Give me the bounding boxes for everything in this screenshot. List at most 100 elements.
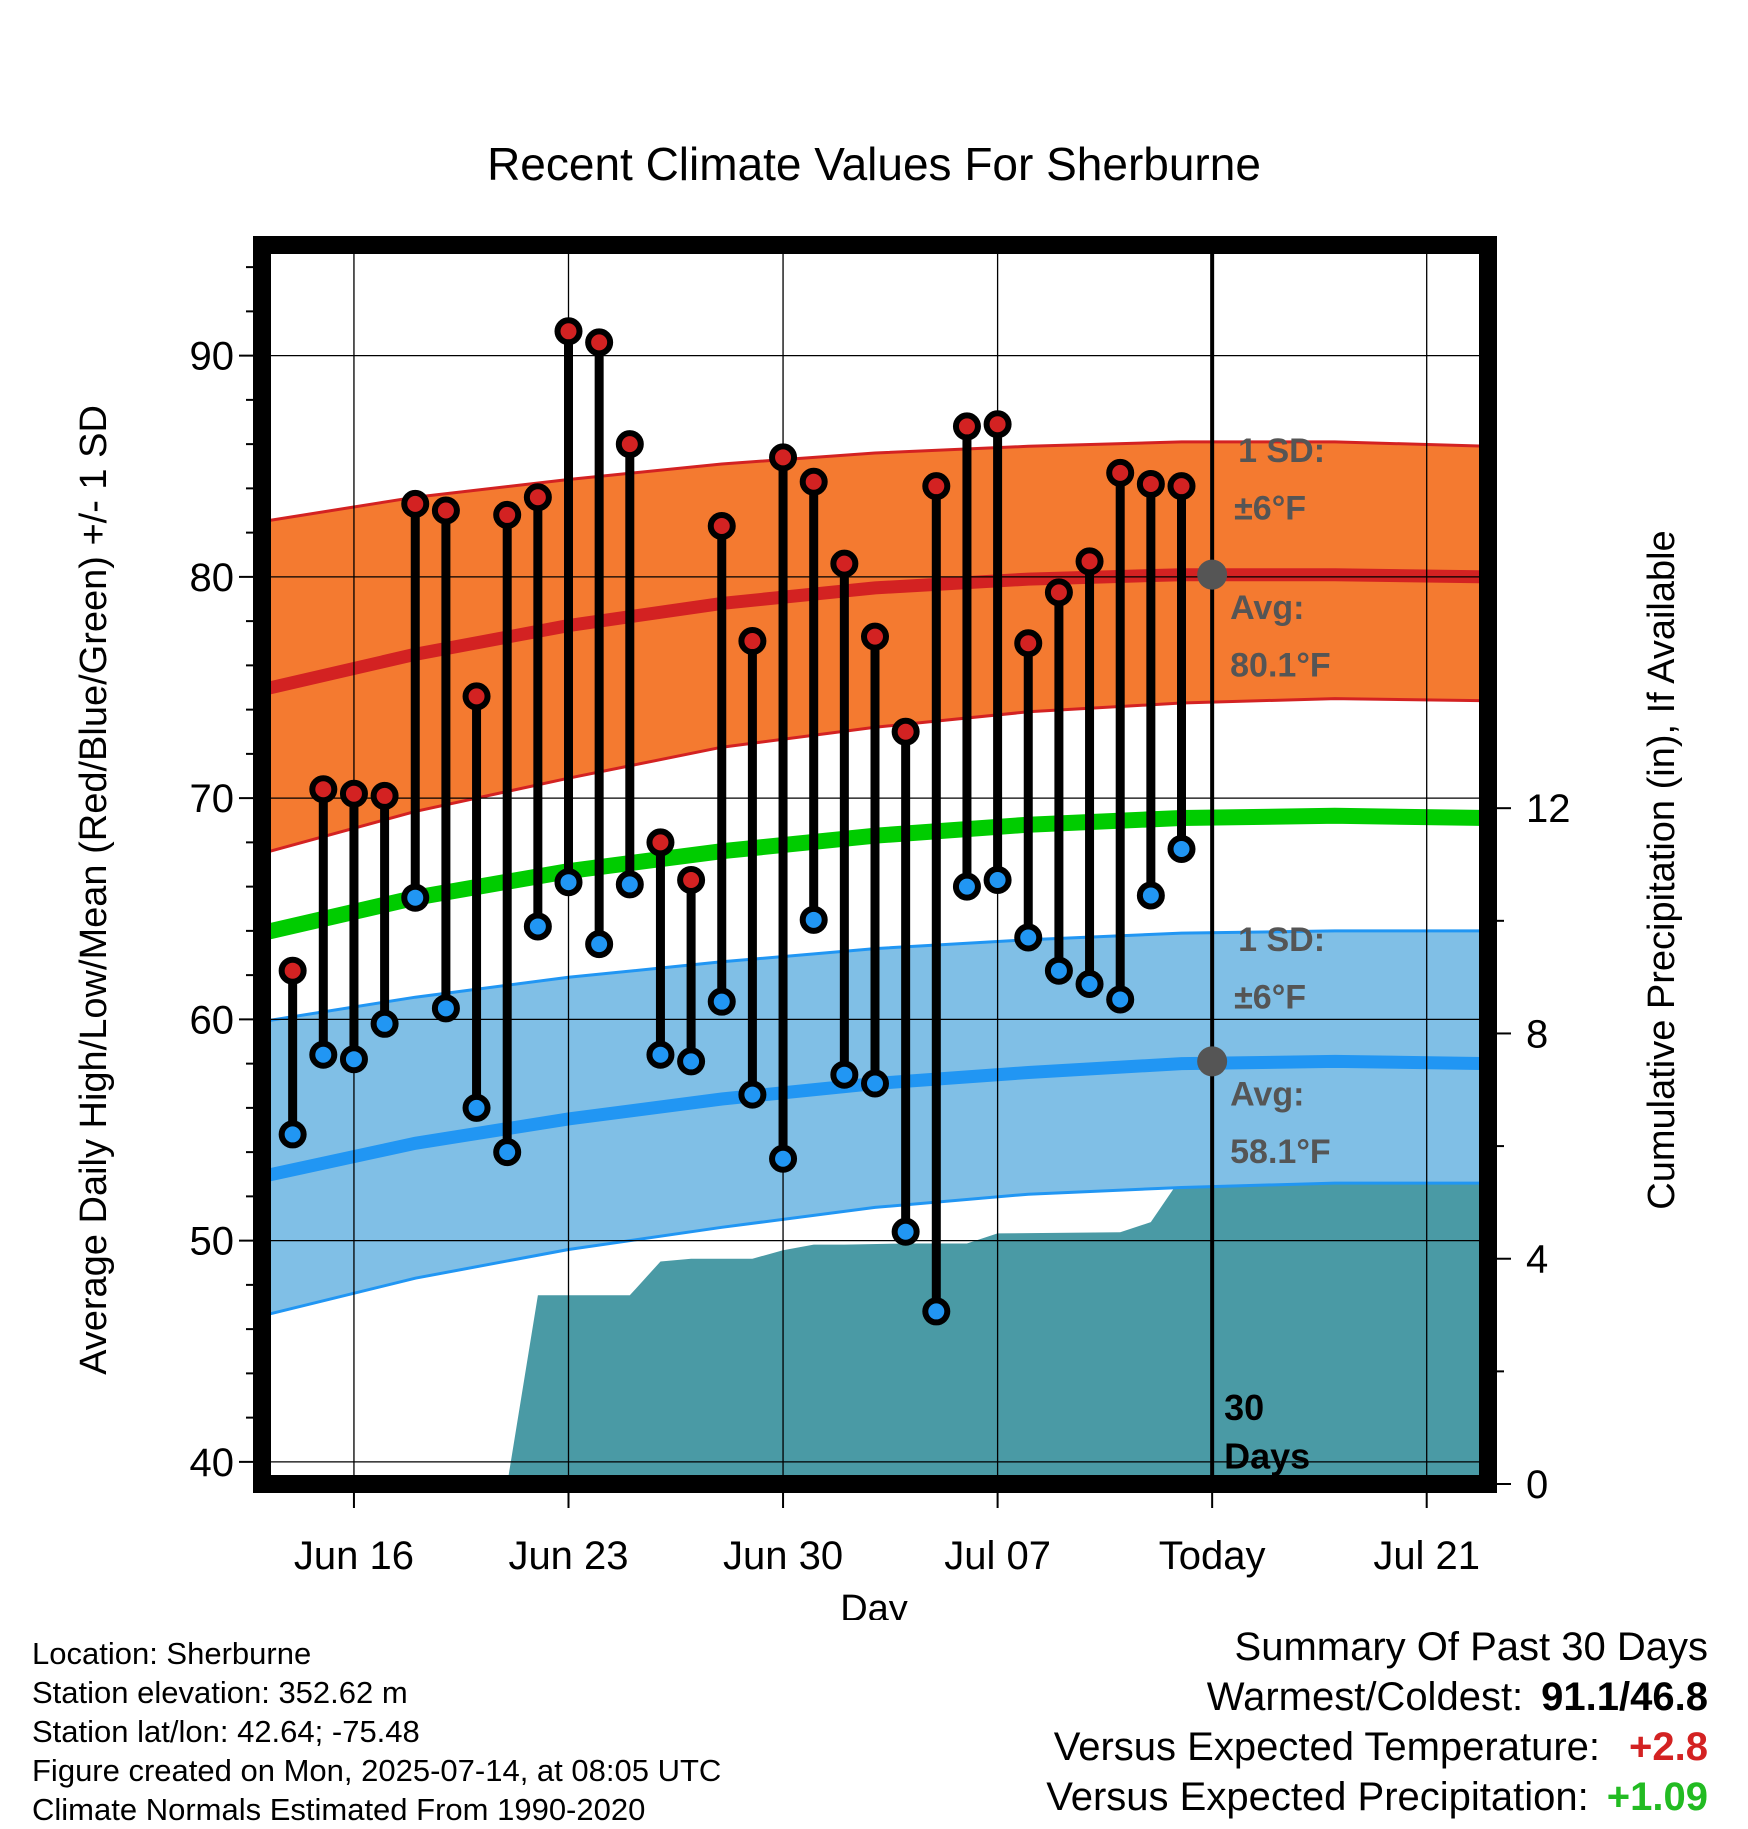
observed-low-point — [309, 1040, 338, 1069]
high-avg-label: Avg: — [1230, 589, 1304, 627]
observed-high-point — [1106, 458, 1135, 487]
warm-cold-label: Warmest/Coldest: — [1206, 1675, 1524, 1719]
low-sd-value: ±6°F — [1234, 978, 1306, 1016]
observed-high-point — [462, 682, 491, 711]
summary-temp: Versus Expected Temperature: +2.8 — [1046, 1722, 1708, 1772]
observed-high-point — [922, 472, 951, 501]
observed-high-point — [431, 496, 460, 525]
normals-text: Climate Normals Estimated From 1990-2020 — [32, 1792, 646, 1827]
observed-high-point — [1014, 629, 1043, 658]
today-label-unit: Days — [1224, 1436, 1310, 1477]
high-sd-label: 1 SD: — [1238, 432, 1325, 470]
y-axis-label: Average Daily High/Low/Mean (Red/Blue/Gr… — [73, 405, 115, 1375]
plot-frame — [253, 236, 1497, 1493]
x-tick-label: Jun 16 — [294, 1534, 414, 1578]
observed-low-point — [401, 883, 430, 912]
observed-high-point — [799, 467, 828, 496]
high-sd-upper-line — [261, 440, 1489, 524]
observed-low-point — [1106, 985, 1135, 1014]
y2-tick-label: 12 — [1526, 787, 1571, 831]
observed-low-point — [493, 1138, 522, 1167]
low-avg-label: Avg: — [1230, 1076, 1304, 1114]
high-normal-line — [260, 568, 1489, 697]
summary-title: Summary Of Past 30 Days — [1234, 1625, 1708, 1669]
observed-high-point — [523, 483, 552, 512]
low-sd-label: 1 SD: — [1238, 921, 1325, 959]
y2-axis-label: Cumulative Precipitation (in), If Availa… — [1641, 530, 1683, 1209]
observed-low-point — [861, 1069, 889, 1098]
elevation-text: Station elevation: 352.62 m — [32, 1675, 408, 1710]
observed-high-point — [769, 443, 798, 472]
observed-high-point — [278, 956, 307, 985]
climate-chart: Recent Climate Values For Sherburne 1 SD… — [73, 138, 1683, 1620]
observed-high-point — [1167, 472, 1196, 501]
observed-low-point — [677, 1047, 706, 1076]
observed-high-point — [309, 775, 338, 804]
observed-low-point — [370, 1009, 399, 1038]
observed-high-point — [983, 410, 1012, 439]
y-tick-label: 40 — [190, 1441, 235, 1485]
observed-high-point — [952, 412, 981, 441]
observed-low-point — [1014, 923, 1043, 952]
observed-low-point — [615, 870, 644, 899]
observed-low-point — [646, 1040, 675, 1069]
x-tick-label: Jul 07 — [944, 1534, 1051, 1578]
observed-high-point — [891, 717, 920, 746]
chart-title: Recent Climate Values For Sherburne — [487, 138, 1261, 190]
y-tick-label: 60 — [190, 998, 235, 1042]
observed-low-point — [1136, 881, 1165, 910]
observed-high-point — [339, 779, 368, 808]
precip-value: +1.09 — [1606, 1775, 1708, 1819]
observed-low-point — [983, 865, 1012, 894]
low-avg-value: 58.1°F — [1230, 1133, 1331, 1171]
summary-precip: Versus Expected Precipitation: +1.09 — [1046, 1772, 1708, 1822]
x-tick-label: Today — [1159, 1534, 1266, 1578]
temp-label: Versus Expected Temperature: — [1053, 1725, 1600, 1769]
high-avg-marker — [1197, 559, 1228, 590]
observed-high-point — [585, 328, 614, 357]
observed-low-point — [707, 987, 736, 1016]
y2-tick-label: 4 — [1526, 1238, 1548, 1282]
x-tick-label: Jun 30 — [723, 1534, 843, 1578]
observed-high-point — [646, 828, 675, 857]
observed-low-point — [1075, 969, 1104, 998]
y2-tick-label: 8 — [1526, 1012, 1548, 1056]
observed-low-point — [585, 930, 614, 959]
y-tick-label: 90 — [190, 335, 235, 379]
observed-low-point — [952, 872, 981, 901]
y2-tick-label: 0 — [1526, 1463, 1548, 1507]
observed-low-point — [431, 994, 460, 1023]
y-tick-label: 50 — [190, 1220, 235, 1264]
observed-low-point — [1167, 835, 1196, 864]
high-avg-value: 80.1°F — [1230, 646, 1331, 684]
x-tick-label: Jul 21 — [1373, 1534, 1480, 1578]
observed-low-point — [799, 905, 828, 934]
summary-warm-cold: Warmest/Coldest: 91.1/46.8 — [1046, 1672, 1708, 1722]
y-tick-label: 80 — [190, 556, 235, 600]
observed-high-point — [707, 511, 736, 540]
observed-high-point — [401, 489, 430, 518]
observed-high-point — [370, 781, 399, 810]
observed-low-point — [462, 1093, 491, 1122]
low-avg-marker — [1197, 1046, 1228, 1077]
plot-area: 1 SD: ±6°F Avg: 80.1°F 1 SD: ±6°F Avg: 58.1°F 30… — [190, 236, 1571, 1578]
x-axis-label: Day — [840, 1588, 908, 1620]
observed-high-point — [830, 549, 859, 578]
station-info: Location: Sherburne Station elevation: 3… — [32, 1634, 721, 1829]
observed-low-point — [769, 1144, 798, 1173]
temp-value: +2.8 — [1629, 1725, 1708, 1769]
summary-panel: Summary Of Past 30 Days Warmest/Coldest:… — [1046, 1622, 1708, 1822]
observed-low-point — [830, 1060, 859, 1089]
observed-low-point — [339, 1045, 368, 1074]
location-text: Location: Sherburne — [32, 1636, 312, 1671]
observed-low-point — [922, 1297, 951, 1326]
observed-high-point — [738, 627, 767, 656]
observed-low-point — [738, 1080, 767, 1109]
observed-low-point — [891, 1217, 920, 1246]
y-tick-label: 70 — [190, 777, 235, 821]
observed-high-point — [861, 622, 889, 651]
observed-low-point — [523, 912, 552, 941]
low-sd-lower-line — [261, 1181, 1488, 1318]
observed-high-point — [1044, 578, 1073, 607]
observed-high-point — [1136, 469, 1165, 498]
